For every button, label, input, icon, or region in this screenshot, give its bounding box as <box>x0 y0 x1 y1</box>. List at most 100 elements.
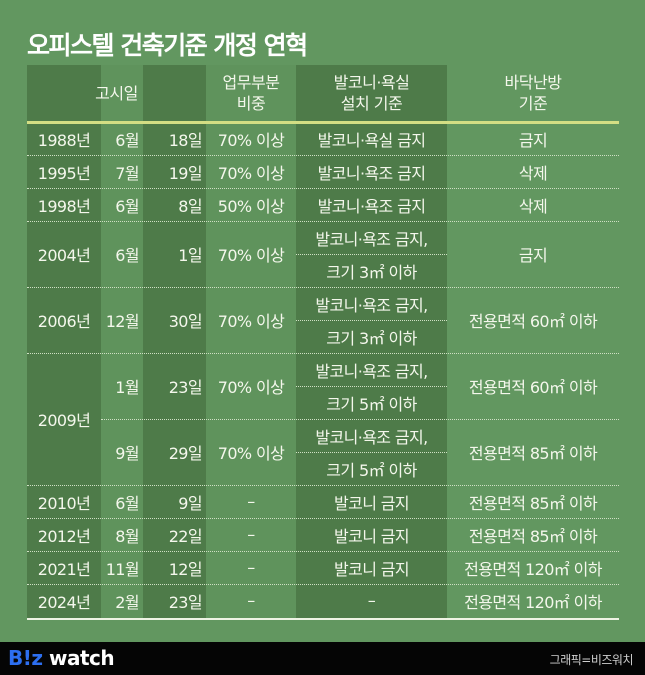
row-divider <box>27 188 619 189</box>
header-heating-line1: 바닥난방 <box>504 73 562 92</box>
balcony-column-bg <box>296 65 447 618</box>
page-title: 오피스텔 건축기준 개정 연혁 <box>27 31 308 60</box>
ratio-cell: – <box>247 492 255 511</box>
header-divider <box>27 121 619 124</box>
day-cell: 30일 <box>168 312 203 331</box>
header-ratio-line2: 비중 <box>236 94 266 113</box>
heating-cell: 전용면적 60㎡ 이하 <box>468 378 598 397</box>
bizwatch-logo: B!z watch <box>8 646 115 670</box>
ratio-column-bg <box>206 65 296 618</box>
heating-cell: 전용면적 60㎡ 이하 <box>468 312 598 331</box>
heating-cell: 전용면적 85㎡ 이하 <box>468 526 598 546</box>
header-ratio: 업무부분 비중 <box>206 65 296 121</box>
ratio-cell: 70% 이상 <box>217 130 285 150</box>
year-cell: 1998년 <box>37 196 91 216</box>
month-cell: 7월 <box>115 163 139 183</box>
month-cell: 11월 <box>105 559 140 579</box>
year-column-bg <box>27 65 101 618</box>
year-cell: 2010년 <box>37 493 91 513</box>
year-cell: 2012년 <box>37 526 91 546</box>
year-cell: 2021년 <box>37 559 91 579</box>
month-cell: 6월 <box>115 493 139 513</box>
row-divider <box>27 485 619 486</box>
logo-watch: watch <box>42 646 115 670</box>
balcony-cell-line1: 발코니·욕조 금지, <box>315 427 428 447</box>
heating-cell: 금지 <box>518 246 548 265</box>
row-divider <box>27 287 619 288</box>
month-cell: 2월 <box>115 592 139 612</box>
table-bottom-line <box>27 618 619 620</box>
row-divider <box>101 419 619 420</box>
month-cell: 1월 <box>115 378 139 397</box>
ratio-cell: 70% 이상 <box>217 246 285 265</box>
balcony-cell-line1: 발코니·욕조 금지, <box>315 361 428 381</box>
day-cell: 18일 <box>168 130 203 150</box>
heating-cell: 전용면적 120㎡ 이하 <box>464 592 602 612</box>
ratio-cell: 70% 이상 <box>217 378 285 397</box>
heating-cell: 전용면적 120㎡ 이하 <box>464 559 602 579</box>
balcony-subdivider <box>296 254 447 255</box>
day-cell: 23일 <box>168 378 203 397</box>
balcony-cell-line1: 발코니·욕조 금지, <box>315 229 428 249</box>
year-cell: 2009년 <box>37 411 91 430</box>
balcony-subdivider <box>296 320 447 321</box>
row-divider <box>27 518 619 519</box>
year-cell: 2006년 <box>37 312 91 331</box>
footer-bar: B!z watch 그래픽=비즈워치 <box>0 642 645 675</box>
day-cell: 12일 <box>168 559 203 579</box>
month-cell: 6월 <box>115 196 139 216</box>
balcony-cell: 발코니·욕조 금지 <box>317 196 426 216</box>
ratio-cell: – <box>247 591 255 610</box>
ratio-cell: – <box>247 558 255 577</box>
balcony-cell: – <box>367 591 376 610</box>
day-cell: 29일 <box>168 444 203 463</box>
balcony-cell: 발코니 금지 <box>333 493 410 513</box>
balcony-subdivider <box>296 386 447 387</box>
heating-cell: 삭제 <box>518 163 548 183</box>
day-cell: 9일 <box>178 493 202 513</box>
month-cell: 6월 <box>115 246 139 265</box>
balcony-subdivider <box>296 452 447 453</box>
heating-cell: 삭제 <box>518 196 548 216</box>
balcony-cell: 발코니 금지 <box>333 526 410 546</box>
header-date: 고시일 <box>95 83 138 103</box>
month-column-bg <box>101 65 143 618</box>
header-heating-line2: 기준 <box>518 94 548 113</box>
ratio-cell: 70% 이상 <box>217 444 285 463</box>
balcony-cell: 발코니·욕조 금지 <box>317 163 426 183</box>
header-heating: 바닥난방 기준 <box>447 65 619 121</box>
row-divider <box>27 353 619 354</box>
header-ratio-line1: 업무부분 <box>222 73 280 92</box>
balcony-cell: 발코니·욕실 금지 <box>317 130 426 150</box>
balcony-cell-line2: 크기 5㎡ 이하 <box>326 460 417 480</box>
header-balcony: 발코니·욕실 설치 기준 <box>296 65 447 121</box>
day-cell: 19일 <box>168 163 203 183</box>
ratio-cell: 70% 이상 <box>217 163 285 183</box>
year-cell: 2024년 <box>37 592 91 612</box>
balcony-cell-line2: 크기 5㎡ 이하 <box>326 394 417 414</box>
ratio-cell: – <box>247 525 255 544</box>
header-balcony-line1: 발코니·욕실 <box>333 73 410 92</box>
day-column-bg <box>143 65 206 618</box>
heating-cell: 전용면적 85㎡ 이하 <box>468 444 598 463</box>
row-divider <box>27 221 619 222</box>
logo-biz: B!z <box>8 646 43 670</box>
year-cell: 2004년 <box>37 246 91 265</box>
header-balcony-line2: 설치 기준 <box>340 94 403 113</box>
row-divider <box>27 584 619 585</box>
day-cell: 23일 <box>168 592 203 612</box>
heating-cell: 전용면적 85㎡ 이하 <box>468 493 598 513</box>
day-cell: 22일 <box>168 526 203 546</box>
row-divider <box>27 155 619 156</box>
day-cell: 1일 <box>178 246 202 265</box>
balcony-cell: 발코니 금지 <box>333 559 410 579</box>
heating-cell: 금지 <box>518 130 548 150</box>
graphic-credit: 그래픽=비즈워치 <box>549 653 634 667</box>
month-cell: 8월 <box>115 526 139 546</box>
balcony-cell-line1: 발코니·욕조 금지, <box>315 295 428 315</box>
year-cell: 1988년 <box>37 130 91 150</box>
month-cell: 12월 <box>105 312 140 331</box>
day-cell: 8일 <box>178 196 202 216</box>
balcony-cell-line2: 크기 3㎡ 이하 <box>326 262 417 282</box>
balcony-cell-line2: 크기 3㎡ 이하 <box>326 328 417 348</box>
